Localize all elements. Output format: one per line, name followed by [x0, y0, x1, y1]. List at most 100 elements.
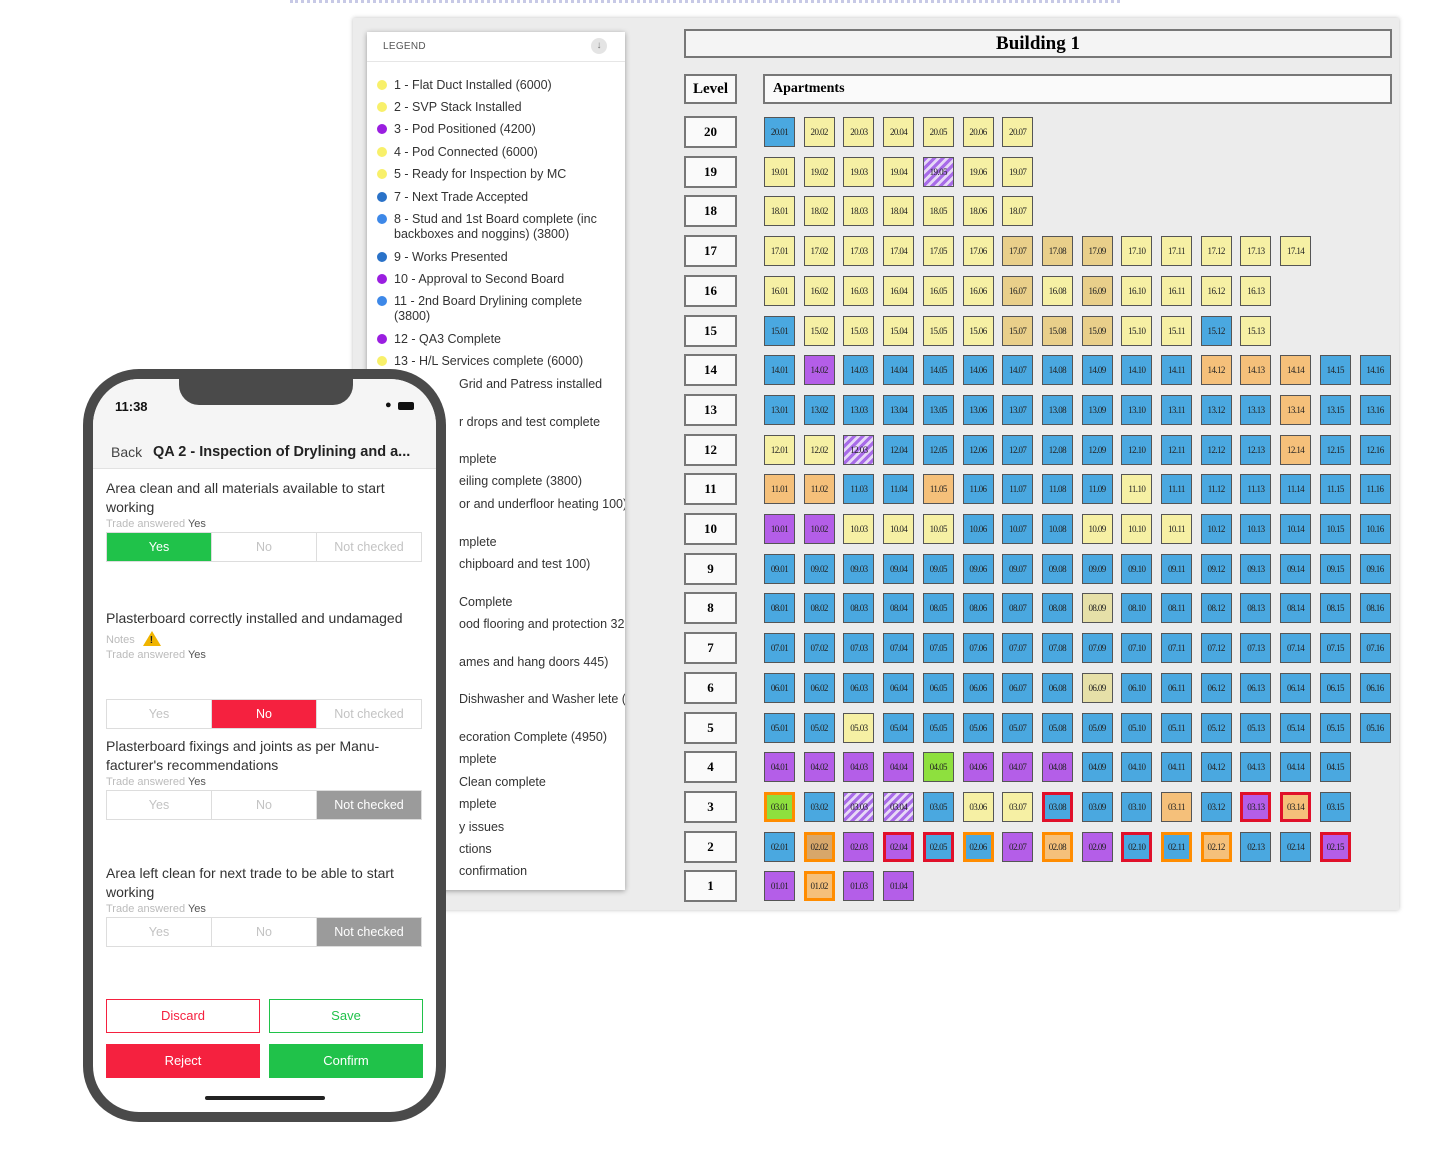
- apartment-cell[interactable]: 06.11: [1161, 672, 1192, 703]
- apartment-cell[interactable]: 14.16: [1359, 355, 1391, 386]
- apartment-cell[interactable]: 08.15: [1319, 593, 1351, 624]
- apartment-cell[interactable]: 15.12: [1200, 315, 1232, 346]
- apartment-cell[interactable]: 08.07: [1002, 593, 1034, 624]
- apartment-cell[interactable]: 12.13: [1240, 434, 1272, 465]
- apartment-cell[interactable]: 03.05: [922, 791, 954, 822]
- reject-button[interactable]: Reject: [106, 1044, 260, 1078]
- apartment-cell[interactable]: 09.16: [1359, 553, 1391, 584]
- apartment-cell[interactable]: 18.05: [922, 196, 954, 227]
- apartment-cell[interactable]: 09.14: [1280, 553, 1312, 584]
- save-button[interactable]: Save: [269, 999, 423, 1033]
- apartment-cell[interactable]: 12.03: [843, 434, 875, 465]
- apartment-cell[interactable]: 06.04: [883, 672, 915, 703]
- apartment-cell[interactable]: 07.03: [843, 633, 875, 664]
- apartment-cell[interactable]: 05.08: [1041, 712, 1073, 743]
- apartment-cell[interactable]: 16.03: [843, 275, 875, 306]
- apartment-cell[interactable]: 02.06: [962, 831, 994, 862]
- apartment-cell[interactable]: 12.07: [1002, 434, 1034, 465]
- warning-icon[interactable]: [142, 631, 161, 648]
- apartment-cell[interactable]: 08.02: [803, 593, 835, 624]
- apartment-cell[interactable]: 20.02: [803, 117, 835, 147]
- apartment-cell[interactable]: 17.11: [1161, 236, 1192, 267]
- apartment-cell[interactable]: 02.07: [1002, 831, 1034, 862]
- apartment-cell[interactable]: 13.11: [1161, 394, 1192, 425]
- apartment-cell[interactable]: 07.07: [1002, 633, 1034, 664]
- apartment-cell[interactable]: 08.01: [764, 593, 795, 624]
- apartment-cell[interactable]: 07.10: [1121, 633, 1153, 664]
- apartment-cell[interactable]: 11.07: [1002, 474, 1034, 505]
- apartment-cell[interactable]: 11.09: [1081, 474, 1113, 505]
- apartment-cell[interactable]: 07.11: [1161, 633, 1192, 664]
- apartment-cell[interactable]: 10.13: [1240, 514, 1272, 544]
- apartment-cell[interactable]: 16.11: [1161, 275, 1192, 306]
- option-no[interactable]: No: [212, 918, 317, 946]
- apartment-cell[interactable]: 10.09: [1081, 514, 1113, 544]
- apartment-cell[interactable]: 05.07: [1002, 712, 1034, 743]
- apartment-cell[interactable]: 13.08: [1041, 394, 1073, 425]
- apartment-cell[interactable]: 08.04: [883, 593, 915, 624]
- discard-button[interactable]: Discard: [106, 999, 260, 1033]
- option-no[interactable]: No: [212, 700, 317, 728]
- apartment-cell[interactable]: 15.03: [843, 315, 875, 346]
- apartment-cell[interactable]: 13.06: [962, 394, 994, 425]
- apartment-cell[interactable]: 14.02: [803, 355, 835, 386]
- apartment-cell[interactable]: 15.07: [1002, 315, 1034, 346]
- apartment-cell[interactable]: 08.03: [843, 593, 875, 624]
- apartment-cell[interactable]: 09.13: [1240, 553, 1272, 584]
- apartment-cell[interactable]: 15.11: [1161, 315, 1192, 346]
- apartment-cell[interactable]: 12.16: [1359, 434, 1391, 465]
- apartment-cell[interactable]: 12.10: [1121, 434, 1153, 465]
- apartment-cell[interactable]: 04.10: [1121, 752, 1153, 783]
- option-yes[interactable]: Yes: [107, 791, 212, 819]
- option-yes[interactable]: Yes: [107, 918, 212, 946]
- apartment-cell[interactable]: 19.05: [922, 156, 954, 187]
- apartment-cell[interactable]: 11.11: [1161, 474, 1192, 505]
- apartment-cell[interactable]: 09.05: [922, 553, 954, 584]
- apartment-cell[interactable]: 04.14: [1280, 752, 1312, 783]
- apartment-cell[interactable]: 16.02: [803, 275, 835, 306]
- apartment-cell[interactable]: 13.07: [1002, 394, 1034, 425]
- apartment-cell[interactable]: 13.13: [1240, 394, 1272, 425]
- apartment-cell[interactable]: 19.07: [1002, 156, 1034, 187]
- apartment-cell[interactable]: 09.12: [1200, 553, 1232, 584]
- apartment-cell[interactable]: 06.08: [1041, 672, 1073, 703]
- apartment-cell[interactable]: 02.09: [1081, 831, 1113, 862]
- apartment-cell[interactable]: 13.12: [1200, 394, 1232, 425]
- apartment-cell[interactable]: 07.16: [1359, 633, 1391, 664]
- apartment-cell[interactable]: 13.14: [1280, 394, 1312, 425]
- apartment-cell[interactable]: 14.06: [962, 355, 994, 386]
- apartment-cell[interactable]: 04.08: [1041, 752, 1073, 783]
- apartment-cell[interactable]: 01.04: [883, 871, 915, 902]
- apartment-cell[interactable]: 18.03: [843, 196, 875, 227]
- apartment-cell[interactable]: 17.06: [962, 236, 994, 267]
- option-not-checked[interactable]: Not checked: [334, 540, 404, 554]
- option-not-checked[interactable]: Not checked: [317, 791, 421, 819]
- apartment-cell[interactable]: 02.13: [1240, 831, 1272, 862]
- apartment-cell[interactable]: 12.09: [1081, 434, 1113, 465]
- apartment-cell[interactable]: 16.08: [1041, 275, 1073, 306]
- apartment-cell[interactable]: 04.05: [922, 752, 954, 783]
- apartment-cell[interactable]: 20.01: [764, 117, 795, 147]
- apartment-cell[interactable]: 13.03: [843, 394, 875, 425]
- apartment-cell[interactable]: 09.07: [1002, 553, 1034, 584]
- apartment-cell[interactable]: 03.03: [843, 791, 875, 822]
- apartment-cell[interactable]: 02.04: [883, 831, 915, 862]
- apartment-cell[interactable]: 05.13: [1240, 712, 1272, 743]
- apartment-cell[interactable]: 14.05: [922, 355, 954, 386]
- apartment-cell[interactable]: 03.13: [1240, 791, 1272, 822]
- apartment-cell[interactable]: 07.02: [803, 633, 835, 664]
- apartment-cell[interactable]: 19.03: [843, 156, 875, 187]
- apartment-cell[interactable]: 07.04: [883, 633, 915, 664]
- apartment-cell[interactable]: 13.04: [883, 394, 915, 425]
- apartment-cell[interactable]: 20.05: [922, 117, 954, 147]
- apartment-cell[interactable]: 04.06: [962, 752, 994, 783]
- apartment-cell[interactable]: 09.15: [1319, 553, 1351, 584]
- apartment-cell[interactable]: 04.07: [1002, 752, 1034, 783]
- apartment-cell[interactable]: 18.01: [764, 196, 795, 227]
- apartment-cell[interactable]: 10.04: [883, 514, 915, 544]
- apartment-cell[interactable]: 05.09: [1081, 712, 1113, 743]
- apartment-cell[interactable]: 12.11: [1161, 434, 1192, 465]
- apartment-cell[interactable]: 16.07: [1002, 275, 1034, 306]
- apartment-cell[interactable]: 09.10: [1121, 553, 1153, 584]
- apartment-cell[interactable]: 16.04: [883, 275, 915, 306]
